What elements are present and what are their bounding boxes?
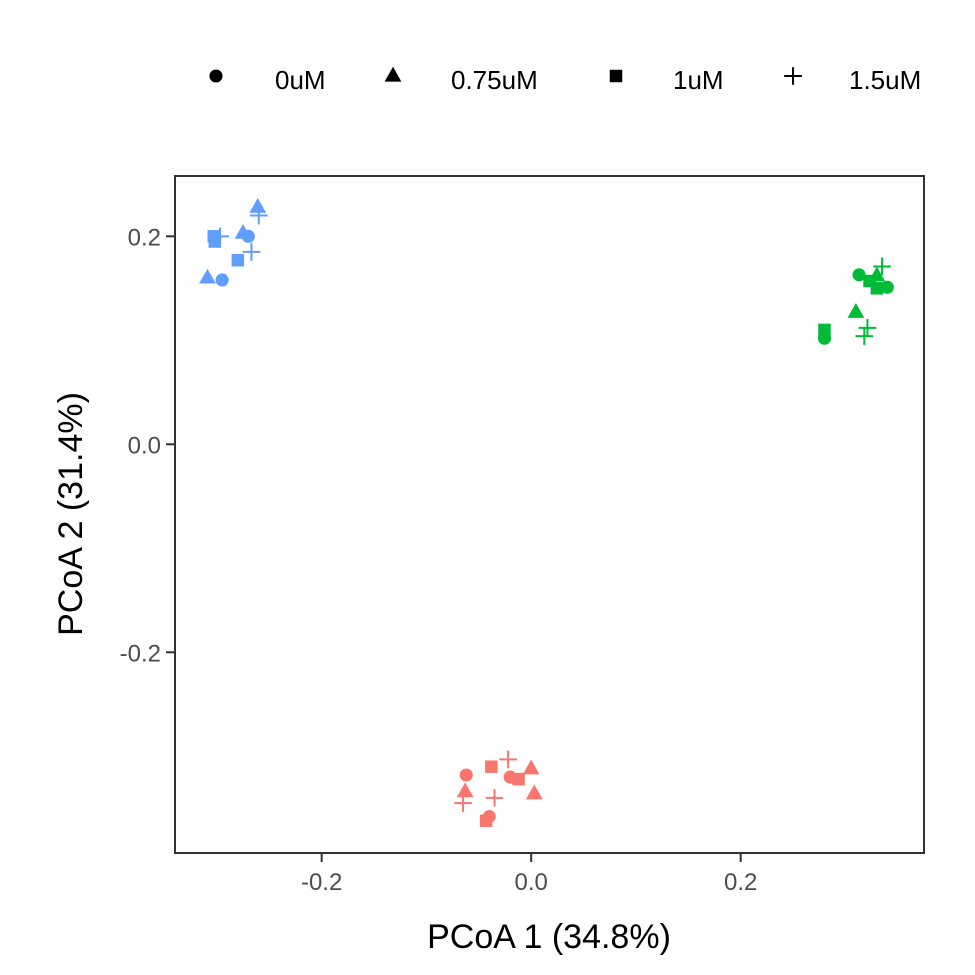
- data-point-green-square: [870, 282, 884, 295]
- data-point-red-triangle: [456, 782, 474, 798]
- legend-label: 1uM: [673, 65, 724, 95]
- y-tick-label: 0.2: [128, 224, 161, 251]
- data-point-blue-plus: [242, 243, 261, 261]
- y-tick-label: 0.0: [128, 432, 161, 459]
- data-points: [199, 197, 894, 828]
- x-tick-label: -0.2: [301, 869, 342, 896]
- data-point-green-circle: [880, 280, 894, 294]
- data-point-blue-triangle: [234, 223, 252, 239]
- data-point-blue-plus: [250, 206, 268, 225]
- data-point-green-triangle: [847, 303, 865, 318]
- data-point-green-plus: [873, 257, 891, 276]
- data-point-blue-square: [208, 235, 222, 248]
- data-point-red-plus: [454, 794, 472, 812]
- data-point-blue-square: [231, 253, 245, 267]
- data-point-blue-circle: [215, 273, 229, 287]
- x-tick-label: 0.2: [724, 869, 757, 896]
- legend-key-plus: [784, 67, 802, 85]
- data-point-red-plus: [485, 789, 504, 807]
- legend-label: 1.5uM: [849, 65, 921, 95]
- legend-key-triangle: [384, 66, 402, 82]
- data-point-red-triangle: [522, 759, 540, 775]
- x-tick-label: 0.0: [514, 869, 547, 896]
- x-axis-title: PCoA 1 (34.8%): [427, 918, 671, 956]
- data-point-red-square: [479, 814, 493, 828]
- y-axis-title: PCoA 2 (31.4%): [52, 392, 90, 636]
- legend-label: 0uM: [275, 65, 326, 95]
- x-axis: -0.2 0.0 0.2: [301, 853, 757, 896]
- data-point-green-plus: [858, 319, 877, 337]
- data-point-red-square: [512, 772, 525, 786]
- legend-label: 0.75uM: [451, 65, 538, 95]
- legend-key-square: [609, 69, 623, 83]
- data-point-green-circle: [852, 268, 866, 282]
- y-tick-label: -0.2: [120, 640, 161, 667]
- data-point-blue-plus: [211, 227, 229, 246]
- data-point-red-square: [485, 760, 498, 773]
- data-point-blue-triangle: [249, 197, 267, 213]
- data-point-green-plus: [855, 327, 874, 345]
- data-point-red-triangle: [525, 784, 543, 800]
- plot-panel-border: [174, 175, 925, 854]
- y-axis: 0.2 0.0 -0.2: [120, 224, 175, 667]
- data-point-red-circle: [459, 768, 473, 782]
- data-point-blue-triangle: [199, 268, 216, 284]
- legend: 0uM 0.75uM 1uM 1.5uM: [209, 65, 921, 95]
- legend-key-circle: [209, 69, 223, 83]
- data-point-red-plus: [499, 750, 517, 769]
- data-point-green-square: [818, 323, 831, 337]
